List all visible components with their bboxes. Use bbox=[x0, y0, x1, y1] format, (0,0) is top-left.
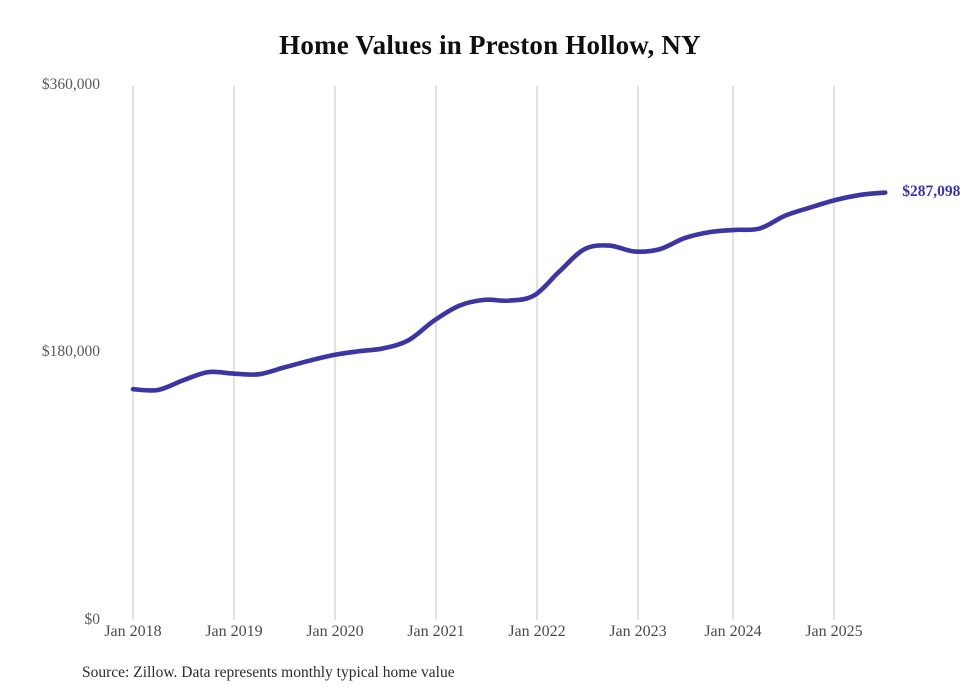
x-axis-tick-jan-2022: Jan 2022 bbox=[508, 623, 566, 640]
source-note: Source: Zillow. Data represents monthly … bbox=[82, 664, 455, 681]
x-axis-tick-jan-2023: Jan 2023 bbox=[609, 623, 667, 640]
y-axis-tick-180000: $180,000 bbox=[41, 343, 100, 360]
end-value-label: $287,098 bbox=[902, 182, 961, 200]
y-axis-tick-0: $0 bbox=[84, 611, 101, 628]
x-axis-tick-jan-2024: Jan 2024 bbox=[704, 623, 762, 640]
x-axis-tick-jan-2019: Jan 2019 bbox=[205, 623, 263, 640]
x-axis-tick-jan-2018: Jan 2018 bbox=[104, 623, 162, 640]
x-axis-tick-jan-2025: Jan 2025 bbox=[805, 623, 863, 640]
y-axis-tick-360000: $360,000 bbox=[41, 76, 100, 93]
x-axis-tick-jan-2020: Jan 2020 bbox=[306, 623, 364, 640]
vertical-gridlines bbox=[132, 86, 835, 620]
chart-title: Home Values in Preston Hollow, NY bbox=[279, 30, 701, 60]
home-value-trend-line bbox=[130, 190, 888, 393]
x-axis-tick-jan-2021: Jan 2021 bbox=[407, 623, 465, 640]
